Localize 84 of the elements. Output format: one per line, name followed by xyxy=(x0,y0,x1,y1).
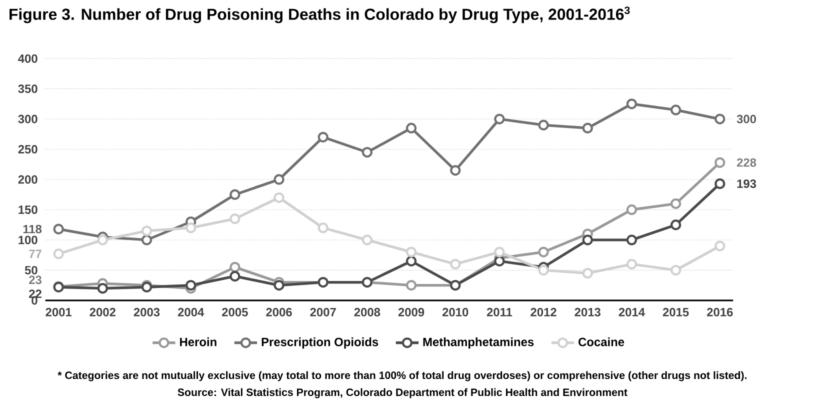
x-tick-label: 2007 xyxy=(310,308,336,317)
data-label: 300 xyxy=(736,114,756,124)
point xyxy=(406,246,417,258)
x-tick-label: 2008 xyxy=(354,308,380,317)
x-tick-label: 2014 xyxy=(618,308,645,317)
legend-label: Prescription Opioids xyxy=(262,338,378,349)
point xyxy=(53,224,64,234)
point xyxy=(230,262,240,273)
point xyxy=(626,204,638,216)
data-label: 193 xyxy=(737,180,756,188)
point xyxy=(450,165,461,176)
point xyxy=(318,222,328,234)
data-label: 118 xyxy=(23,224,42,234)
x-tick-label: 2009 xyxy=(398,308,424,317)
data-label: 77 xyxy=(29,250,42,258)
point xyxy=(538,246,549,258)
legend-label: Methamphetamines xyxy=(423,338,534,349)
x-tick-label: 2001 xyxy=(46,308,72,317)
x-tick-label: 2016 xyxy=(707,308,733,317)
point xyxy=(274,280,284,291)
point xyxy=(362,234,373,246)
point xyxy=(494,256,505,267)
y-tick-label: 300 xyxy=(18,114,38,124)
point xyxy=(714,157,726,168)
point xyxy=(582,122,593,134)
point xyxy=(406,122,417,134)
point xyxy=(53,248,64,260)
x-tick-label: 2005 xyxy=(222,308,248,317)
point xyxy=(494,114,505,124)
y-tick-label: 200 xyxy=(18,175,38,184)
point xyxy=(274,174,284,185)
x-tick-label: 2013 xyxy=(574,308,600,317)
point xyxy=(714,178,726,190)
point xyxy=(538,264,549,276)
point xyxy=(538,120,549,131)
y-tick-label: 250 xyxy=(18,145,38,154)
point xyxy=(626,98,638,110)
point xyxy=(230,271,240,282)
point xyxy=(626,234,638,246)
x-tick-label: 2012 xyxy=(530,308,556,317)
x-tick-label: 2015 xyxy=(662,308,689,317)
point xyxy=(230,189,240,200)
point xyxy=(670,264,682,276)
point xyxy=(582,268,593,279)
point xyxy=(406,280,417,291)
y-tick-label: 100 xyxy=(18,236,38,244)
legend-label: Heroin xyxy=(180,338,216,346)
y-tick-label: 0 xyxy=(32,296,38,305)
point xyxy=(670,220,682,230)
point xyxy=(362,147,373,158)
point xyxy=(670,198,682,210)
y-tick-label: 400 xyxy=(18,54,38,63)
data-label: 228 xyxy=(736,158,756,167)
point xyxy=(714,240,726,252)
point xyxy=(186,222,196,234)
point xyxy=(494,246,505,258)
point xyxy=(582,234,593,246)
point xyxy=(97,283,108,294)
point xyxy=(97,234,108,246)
point xyxy=(450,258,461,270)
point xyxy=(714,114,726,124)
point xyxy=(230,214,240,224)
y-tick-label: 150 xyxy=(18,206,38,214)
x-tick-label: 2011 xyxy=(486,308,512,317)
point xyxy=(186,280,196,291)
point xyxy=(626,258,638,270)
x-tick-label: 2002 xyxy=(90,308,116,317)
y-tick-label: 350 xyxy=(18,84,38,94)
text: * Categories are not mutually exclusive (may total to more than 100% of total drug overdoses) or comprehensive (other drugs not listed). xyxy=(58,371,747,382)
point xyxy=(318,132,328,143)
point xyxy=(274,192,284,204)
source-note: Source: Vital Statistics Program, Colorado Department of Public Health and Environment xyxy=(178,388,628,398)
data-label: 23 xyxy=(29,276,42,284)
legend-label: Cocaine xyxy=(578,338,624,346)
point xyxy=(141,226,152,236)
point xyxy=(670,104,682,116)
x-tick-label: 2010 xyxy=(442,308,468,317)
x-tick-label: 2003 xyxy=(134,308,160,317)
x-tick-label: 2004 xyxy=(178,308,204,317)
y-tick-label: 50 xyxy=(24,266,38,275)
x-tick-label: 2006 xyxy=(266,308,292,317)
chart-title: Figure 3. Number of Drug Poisoning Deaths in Colorado by Drug Type, 2001-2016$^{3}$ xyxy=(10,6,630,24)
point xyxy=(141,234,152,246)
point xyxy=(406,256,417,267)
